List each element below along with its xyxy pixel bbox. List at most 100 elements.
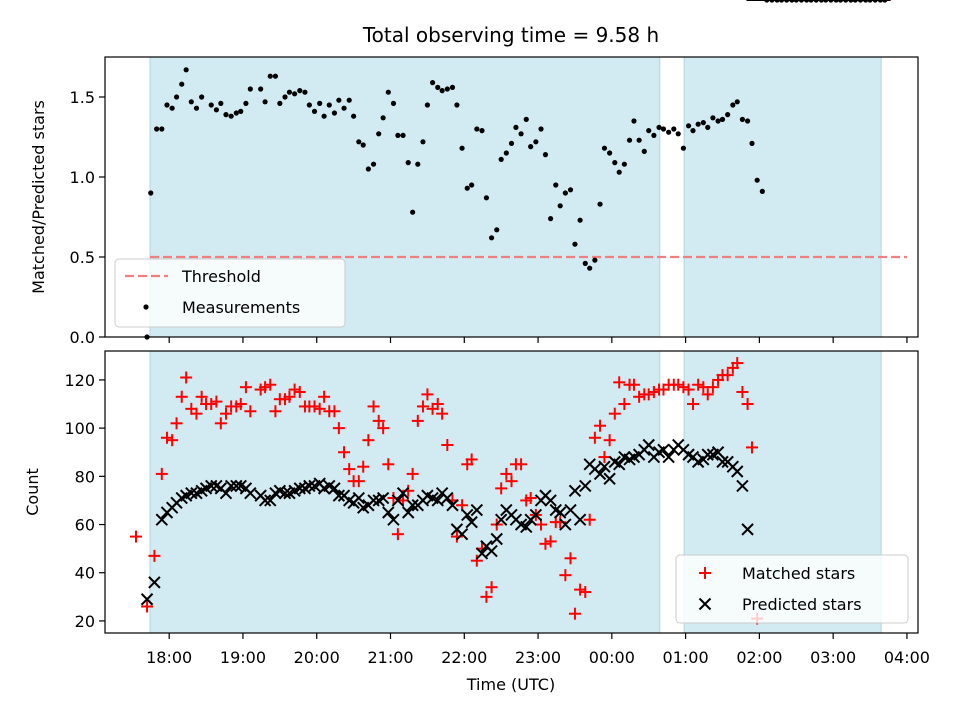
predicted-star-point bbox=[244, 486, 257, 500]
cross-stroke-b bbox=[598, 460, 611, 473]
measurement-point bbox=[533, 139, 539, 145]
matched-star-point bbox=[485, 581, 498, 594]
cross-stroke-b bbox=[514, 518, 528, 531]
matched-star-point bbox=[618, 398, 631, 411]
measurement-point bbox=[346, 97, 352, 103]
measurement-point bbox=[395, 132, 401, 138]
cross-stroke-b bbox=[244, 486, 257, 500]
measurement-point bbox=[179, 81, 185, 87]
matched-star-point bbox=[214, 417, 227, 430]
measurement-point bbox=[267, 73, 273, 79]
measurement-point bbox=[277, 100, 283, 106]
measurement-point bbox=[479, 128, 485, 134]
cross-stroke-b bbox=[431, 494, 444, 507]
matched-star-point bbox=[166, 434, 179, 447]
x-tick-label: 03:00 bbox=[810, 648, 856, 667]
predicted-star-point bbox=[391, 494, 405, 507]
predicted-star-point bbox=[396, 486, 410, 500]
cross-stroke-b bbox=[278, 486, 292, 500]
matched-star-point bbox=[539, 537, 552, 550]
legend-predicted-marker bbox=[698, 597, 712, 611]
matched-star-point bbox=[677, 381, 690, 394]
matched-star-point bbox=[259, 381, 272, 394]
measurement-point bbox=[439, 88, 445, 94]
predicted-star-point bbox=[376, 491, 390, 505]
cross-stroke-b bbox=[559, 518, 572, 531]
cross-stroke-b bbox=[273, 484, 287, 498]
cross-stroke-b bbox=[741, 523, 754, 536]
measurement-point bbox=[247, 86, 253, 92]
cross-stroke-b bbox=[608, 455, 621, 469]
matched-star-point bbox=[701, 388, 714, 401]
matched-star-point bbox=[441, 439, 454, 451]
cross-stroke-b bbox=[140, 593, 154, 606]
predicted-star-point bbox=[303, 479, 316, 493]
measurement-point bbox=[508, 140, 515, 146]
measurement-point bbox=[690, 128, 696, 134]
predicted-star-point bbox=[278, 486, 292, 500]
measurement-point bbox=[488, 235, 495, 241]
predicted-star-point bbox=[529, 508, 543, 522]
matched-star-point bbox=[362, 434, 375, 447]
measurement-point bbox=[292, 91, 298, 97]
measurement-point bbox=[286, 89, 293, 95]
measurement-point bbox=[715, 118, 721, 124]
matched-star-point bbox=[465, 453, 478, 466]
cross-stroke-b bbox=[258, 494, 272, 507]
predicted-star-point bbox=[475, 547, 489, 560]
matched-star-point bbox=[406, 467, 419, 480]
cross-stroke-b bbox=[367, 494, 380, 507]
cross-stroke-b bbox=[148, 576, 161, 589]
measurement-point bbox=[759, 188, 765, 194]
matched-star-point bbox=[672, 378, 685, 391]
matched-star-point bbox=[574, 583, 587, 596]
measurement-point bbox=[621, 161, 627, 167]
x-tick-label: 00:00 bbox=[589, 648, 635, 667]
predicted-star-point bbox=[140, 593, 154, 606]
y-tick-label: 80 bbox=[75, 467, 95, 486]
top-ylabel: Matched/Predicted stars bbox=[29, 100, 48, 294]
x-tick-label: 22:00 bbox=[441, 648, 487, 667]
y-tick-label: 100 bbox=[64, 419, 95, 438]
measurement-point bbox=[302, 89, 308, 95]
cross-stroke-b bbox=[553, 506, 567, 519]
matched-star-point bbox=[706, 381, 719, 394]
cross-stroke-b bbox=[470, 503, 484, 517]
cross-stroke-b bbox=[698, 597, 712, 611]
matched-star-point bbox=[155, 467, 168, 480]
matched-star-point bbox=[210, 395, 223, 408]
cross-stroke-b bbox=[224, 479, 238, 493]
cross-stroke-b bbox=[603, 472, 616, 485]
cross-stroke-b bbox=[549, 503, 562, 517]
cross-stroke-b bbox=[382, 506, 395, 519]
cross-stroke-b bbox=[461, 508, 474, 522]
legend-matched-label: Matched stars bbox=[742, 564, 855, 583]
measurement-point bbox=[199, 94, 205, 100]
measurement-point bbox=[444, 86, 450, 92]
cross-stroke-b bbox=[219, 486, 233, 500]
measurement-point bbox=[173, 94, 180, 100]
matched-star-point bbox=[642, 388, 655, 401]
measurement-point bbox=[326, 102, 332, 108]
measurement-point bbox=[233, 110, 239, 116]
cross-stroke-b bbox=[332, 489, 346, 502]
matched-star-point bbox=[559, 569, 572, 582]
predicted-star-point bbox=[553, 506, 567, 519]
matched-star-point bbox=[283, 390, 296, 403]
measurement-point bbox=[528, 144, 534, 150]
cross-stroke-b bbox=[396, 486, 410, 500]
measurement-point bbox=[164, 102, 170, 108]
predicted-star-point bbox=[701, 448, 714, 461]
predicted-star-point bbox=[230, 479, 243, 493]
predicted-star-point bbox=[293, 482, 306, 495]
matched-star-point bbox=[264, 378, 277, 391]
matched-star-point bbox=[313, 402, 326, 415]
measurement-point bbox=[154, 126, 160, 132]
matched-star-point bbox=[239, 381, 252, 394]
predicted-star-point bbox=[603, 472, 616, 485]
cross-stroke-b bbox=[490, 532, 503, 546]
measurement-point bbox=[223, 112, 229, 118]
measurement-point bbox=[474, 126, 480, 132]
cross-stroke-b bbox=[210, 479, 223, 493]
